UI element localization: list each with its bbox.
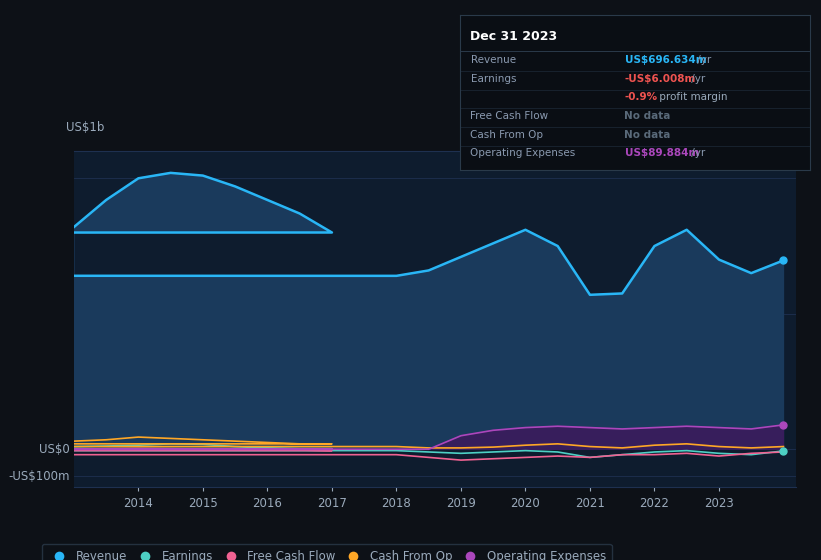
Text: No data: No data <box>625 130 671 139</box>
Text: Dec 31 2023: Dec 31 2023 <box>470 30 557 44</box>
Text: Free Cash Flow: Free Cash Flow <box>470 111 548 121</box>
Text: /yr: /yr <box>687 148 704 158</box>
Text: Revenue: Revenue <box>470 55 516 66</box>
Legend: Revenue, Earnings, Free Cash Flow, Cash From Op, Operating Expenses: Revenue, Earnings, Free Cash Flow, Cash … <box>42 544 612 560</box>
Text: /yr: /yr <box>687 74 704 84</box>
Text: Earnings: Earnings <box>470 74 516 84</box>
Text: US$696.634m: US$696.634m <box>625 55 706 66</box>
Text: /yr: /yr <box>694 55 711 66</box>
Text: -US$6.008m: -US$6.008m <box>625 74 696 84</box>
Text: profit margin: profit margin <box>656 92 727 102</box>
Text: US$0: US$0 <box>39 443 70 456</box>
Text: Cash From Op: Cash From Op <box>470 130 544 139</box>
Text: -0.9%: -0.9% <box>625 92 658 102</box>
Text: US$89.884m: US$89.884m <box>625 148 699 158</box>
Text: Operating Expenses: Operating Expenses <box>470 148 576 158</box>
Text: No data: No data <box>625 111 671 121</box>
Text: US$1b: US$1b <box>66 122 104 134</box>
Text: -US$100m: -US$100m <box>8 470 70 483</box>
